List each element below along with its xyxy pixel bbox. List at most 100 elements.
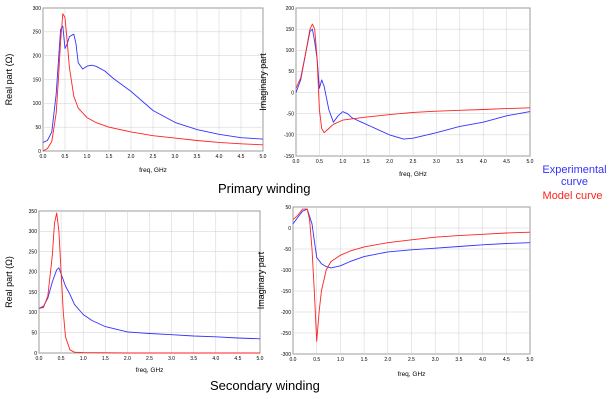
primary_real-x-tick-label: 1.0 — [84, 154, 91, 160]
secondary_imag-chart: 0.0 0.5 1.0 1.5 2.0 2.5 3.0 3.5 4.0 4.5 5.0 -300 -25… — [256, 205, 534, 378]
secondary_real-model-curve — [38, 212, 260, 354]
legend-model: Model curve — [542, 190, 603, 202]
primary_real-y-tick-label: 150 — [33, 77, 42, 83]
secondary_real-y-tick-label: 300 — [29, 229, 38, 235]
secondary_real-x-tick-label: 4.5 — [234, 356, 241, 362]
secondary_real-x-tick-label: 2.0 — [124, 356, 131, 362]
secondary_real-x-tick-label: 2.5 — [146, 356, 153, 362]
legend-experimental: Experimental curve — [540, 164, 609, 188]
secondary_imag-x-tick-label: 1.5 — [361, 357, 368, 363]
primary_imag-y-tick-label: 150 — [286, 27, 295, 33]
primary_real-x-tick-label: 0.5 — [62, 154, 69, 160]
secondary_real-x-tick-label: 0.5 — [58, 356, 65, 362]
secondary_imag-x-tick-label: 4.0 — [479, 357, 486, 363]
primary_imag-x-tick-label: 0.0 — [293, 159, 300, 165]
secondary_real-x-tick-label: 1.5 — [102, 356, 109, 362]
primary_imag-y-tick-label: 200 — [286, 6, 295, 12]
secondary_real-x-tick-label: 1.0 — [80, 356, 87, 362]
primary_real-x-tick-label: 4.5 — [238, 154, 245, 160]
secondary_imag-x-tick-label: 3.5 — [455, 357, 462, 363]
secondary_real-experimental-curve — [38, 267, 261, 340]
primary_imag-chart: 0.0 0.5 1.0 1.5 2.0 2.5 3.0 3.5 4.0 4.5 5.0 -150 -10… — [258, 6, 534, 178]
primary_real-chart: 0.0 0.5 1.0 1.5 2.0 2.5 3.0 3.5 4.0 4.5 5.0 0 50 100 1… — [4, 6, 267, 174]
primary_real-x-tick-label: 2.5 — [150, 154, 157, 160]
secondary_imag-x-tick-label: 3.0 — [432, 357, 439, 363]
secondary_imag-x-tick-label: 1.0 — [337, 357, 344, 363]
primary_imag-x-tick-label: 3.5 — [456, 159, 463, 165]
primary_imag-y-tick-label: 0 — [291, 90, 294, 96]
primary_imag-x-tick-label: 1.5 — [363, 159, 370, 165]
secondary_imag-x-axis-label: freq, GHz — [398, 371, 426, 378]
secondary_real-x-tick-label: 4.0 — [212, 356, 219, 362]
secondary_real-y-tick-label: 200 — [29, 270, 38, 276]
secondary_real-y-axis-label: Real part (Ω) — [4, 256, 14, 308]
primary_real-y-tick-label: 50 — [35, 125, 41, 131]
secondary_real-y-tick-label: 350 — [29, 209, 38, 215]
secondary_imag-y-axis-label: Imaginary part — [256, 251, 266, 309]
primary_real-x-tick-label: 4.0 — [216, 154, 223, 160]
primary_imag-y-tick-label: 100 — [286, 48, 295, 54]
secondary_imag-y-tick-label: -100 — [281, 268, 291, 274]
secondary_real-x-tick-label: 5.0 — [257, 356, 264, 362]
primary_imag-x-tick-label: 5.0 — [527, 159, 534, 165]
secondary_imag-y-tick-label: -200 — [281, 310, 291, 316]
secondary_real-x-tick-label: 0.0 — [36, 356, 43, 362]
secondary_imag-y-tick-label: -300 — [281, 352, 291, 358]
primary_imag-y-tick-label: -100 — [284, 133, 294, 139]
primary_real-x-tick-label: 2.0 — [128, 154, 135, 160]
secondary_imag-x-tick-label: 0.5 — [313, 357, 320, 363]
primary_real-x-tick-label: 0.0 — [40, 154, 47, 160]
primary_imag-x-tick-label: 4.5 — [503, 159, 510, 165]
primary_real-x-tick-label: 3.5 — [194, 154, 201, 160]
secondary_imag-x-tick-label: 0.0 — [290, 357, 297, 363]
secondary_imag-x-tick-label: 2.0 — [384, 357, 391, 363]
primary_real-y-tick-label: 0 — [38, 149, 41, 155]
primary_real-y-tick-label: 300 — [33, 6, 42, 12]
primary_imag-x-tick-label: 1.0 — [339, 159, 346, 165]
secondary_imag-x-tick-label: 2.5 — [408, 357, 415, 363]
secondary_real-x-axis-label: freq, GHz — [136, 367, 164, 374]
primary_imag-y-tick-label: -150 — [284, 154, 294, 160]
primary_imag-x-tick-label: 3.0 — [433, 159, 440, 165]
secondary_imag-y-tick-label: -150 — [281, 289, 291, 295]
secondary_imag-model-curve — [292, 208, 531, 342]
secondary_real-y-tick-label: 50 — [31, 331, 37, 337]
primary_real-model-curve — [42, 13, 264, 152]
primary_imag-x-tick-label: 2.5 — [410, 159, 417, 165]
secondary_imag-y-tick-label: -50 — [284, 247, 291, 253]
secondary_imag-x-tick-label: 4.5 — [503, 357, 510, 363]
primary_imag-y-tick-label: -50 — [287, 112, 294, 118]
primary_real-x-axis-label: freq, GHz — [139, 167, 167, 174]
secondary_imag-x-tick-label: 5.0 — [527, 357, 534, 363]
secondary_real-chart: 0.0 0.5 1.0 1.5 2.0 2.5 3.0 3.5 4.0 4.5 5.0 0 50 100 1… — [4, 209, 264, 374]
primary_real-y-tick-label: 100 — [33, 101, 42, 107]
secondary-winding-caption: Secondary winding — [210, 378, 320, 393]
secondary_real-x-tick-label: 3.0 — [168, 356, 175, 362]
primary_imag-x-tick-label: 2.0 — [386, 159, 393, 165]
secondary_real-x-tick-label: 3.5 — [190, 356, 197, 362]
primary_imag-model-curve — [295, 23, 531, 134]
primary_real-y-tick-label: 250 — [33, 30, 42, 36]
legend-experimental-line1: Experimental — [542, 164, 607, 176]
primary_imag-x-tick-label: 4.0 — [480, 159, 487, 165]
primary_real-y-tick-label: 200 — [33, 53, 42, 59]
secondary_imag-y-tick-label: -250 — [281, 331, 291, 337]
secondary_imag-y-tick-label: 0 — [288, 226, 291, 232]
secondary_real-y-tick-label: 100 — [29, 310, 38, 316]
primary_real-y-axis-label: Real part (Ω) — [4, 54, 14, 106]
secondary_imag-y-tick-label: 50 — [285, 205, 291, 211]
primary_real-x-tick-label: 3.0 — [172, 154, 179, 160]
primary_imag-y-axis-label: Imaginary part — [258, 53, 268, 111]
primary_real-x-tick-label: 5.0 — [260, 154, 267, 160]
primary_imag-x-axis-label: freq, GHz — [399, 171, 427, 178]
secondary_real-y-tick-label: 250 — [29, 249, 38, 255]
primary_real-x-tick-label: 1.5 — [106, 154, 113, 160]
secondary_real-y-tick-label: 150 — [29, 290, 38, 296]
primary-winding-caption: Primary winding — [218, 181, 311, 196]
primary_imag-x-tick-label: 0.5 — [316, 159, 323, 165]
secondary_real-y-tick-label: 0 — [34, 351, 37, 357]
primary_imag-experimental-curve — [295, 28, 531, 140]
legend-experimental-line2: curve — [561, 176, 588, 188]
primary_real-experimental-curve — [42, 25, 264, 143]
